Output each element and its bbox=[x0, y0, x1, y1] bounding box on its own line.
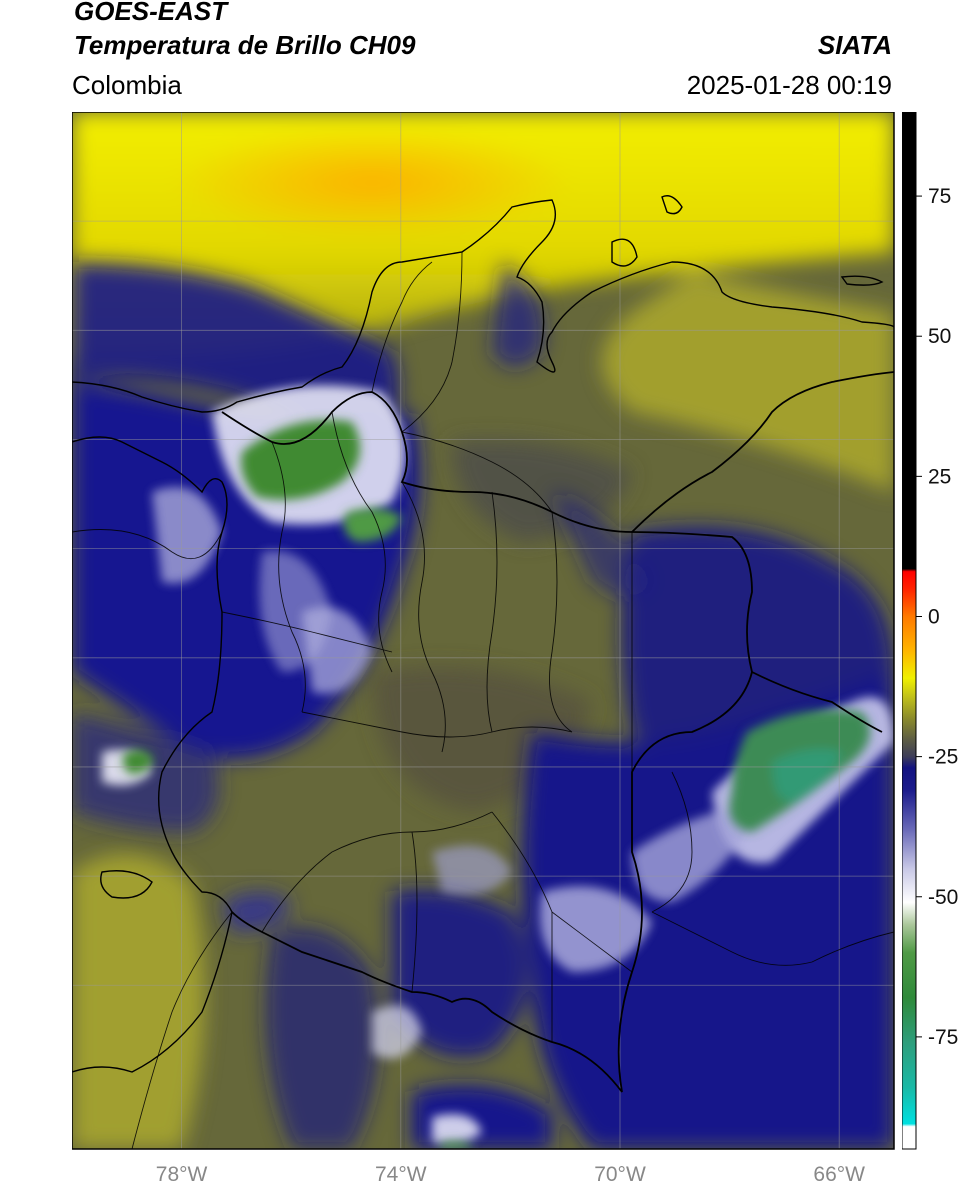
map-frame bbox=[72, 112, 895, 1150]
lon-tick-label: 70°W bbox=[594, 1163, 646, 1186]
brightness-temperature-field bbox=[72, 112, 894, 1149]
colorbar-tick-label: 25 bbox=[928, 465, 951, 488]
country-border-colombia bbox=[221, 371, 894, 1093]
colorbar-tick-label: -75 bbox=[928, 1026, 958, 1049]
brand-label: SIATA bbox=[817, 30, 892, 60]
colorbar-gradient bbox=[902, 112, 917, 1150]
longitude-axis: 78°W 74°W 70°W 66°W bbox=[156, 1163, 865, 1186]
region-label: Colombia bbox=[72, 70, 182, 100]
lon-tick-label: 74°W bbox=[375, 1163, 427, 1186]
colorbar-tick-label: 0 bbox=[928, 605, 940, 628]
satellite-map: 12°N10°N8°N6°N4°N2°N0°2°S 78°W74°W70°W66… bbox=[72, 112, 895, 1186]
colorbar-tick-label: -25 bbox=[928, 746, 958, 769]
coastline-borders bbox=[72, 195, 894, 1073]
colorbar-tick-label: -50 bbox=[928, 886, 958, 909]
timestamp-label: 2025-01-28 00:19 bbox=[686, 70, 892, 100]
colorbar-tick-label: 50 bbox=[928, 325, 951, 348]
colorbar-tick-label: 75 bbox=[928, 185, 951, 208]
lon-tick-label: 78°W bbox=[156, 1163, 208, 1186]
graticule bbox=[72, 112, 894, 1149]
colorbar: 75 50 25 0 -25 -50 -75 bbox=[902, 112, 958, 1150]
lon-tick-label: 66°W bbox=[813, 1163, 865, 1186]
title-product: Temperatura de Brillo CH09 bbox=[74, 30, 416, 60]
department-borders bbox=[72, 251, 894, 1149]
colorbar-ticks: 75 50 25 0 -25 -50 -75 bbox=[916, 185, 958, 1049]
title-satellite: GOES-EAST bbox=[74, 0, 228, 26]
